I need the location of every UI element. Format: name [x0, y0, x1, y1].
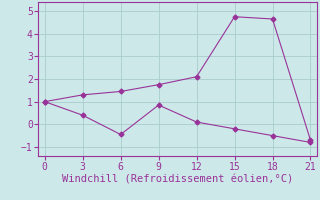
X-axis label: Windchill (Refroidissement éolien,°C): Windchill (Refroidissement éolien,°C) [62, 174, 293, 184]
